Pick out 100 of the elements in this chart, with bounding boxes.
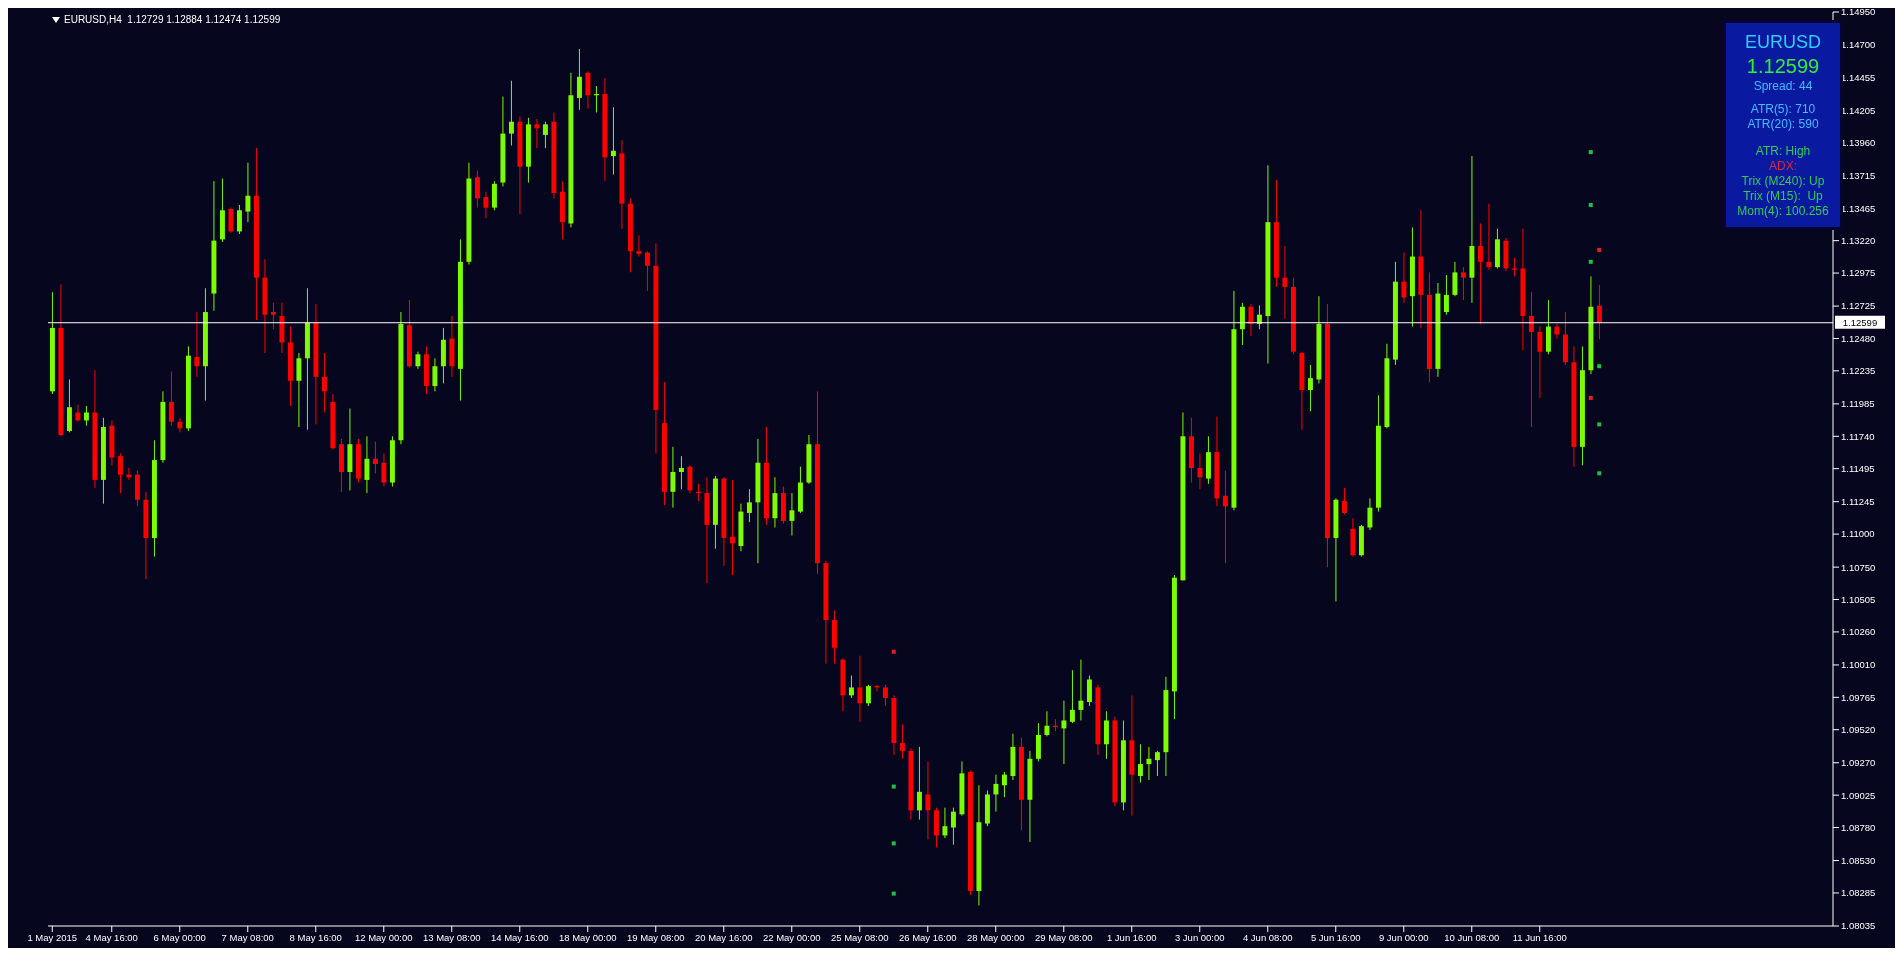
y-tick-label: 1.10505	[1841, 593, 1876, 605]
candlestick	[1239, 302, 1245, 346]
candlestick	[1086, 675, 1092, 707]
candlestick	[670, 446, 676, 509]
candlestick	[432, 357, 438, 392]
y-tick-label: 1.13960	[1841, 137, 1876, 149]
candlestick	[1061, 700, 1067, 765]
candlestick	[746, 488, 752, 523]
candlestick	[1146, 746, 1152, 781]
candlestick	[942, 807, 948, 839]
candlestick	[534, 118, 540, 149]
point	[1588, 202, 1593, 207]
y-tick-label: 1.09025	[1841, 789, 1876, 801]
candlestick	[177, 417, 183, 433]
candlestick	[483, 191, 489, 219]
candlestick	[848, 675, 854, 699]
y-tick-label: 1.09520	[1841, 724, 1876, 736]
candlestick	[296, 352, 302, 428]
x-tick-label: 13 May 08:00	[422, 931, 481, 943]
y-tick-label: 1.12975	[1841, 267, 1876, 279]
candlestick	[1596, 284, 1602, 340]
candlestick	[644, 250, 650, 292]
y-tick-label: 1.12480	[1841, 332, 1876, 344]
x-tick-label: 11 Jun 16:00	[1512, 931, 1567, 943]
x-tick-label: 26 May 16:00	[898, 931, 957, 943]
candlestick	[687, 464, 693, 494]
point	[1588, 395, 1593, 400]
candlestick	[857, 655, 863, 723]
candlestick	[1307, 364, 1313, 412]
x-tick-label: 9 Jun 00:00	[1378, 931, 1429, 943]
x-tick-label: 3 Jun 00:00	[1174, 931, 1225, 943]
candlestick	[364, 435, 370, 494]
point	[1597, 247, 1602, 252]
candlestick	[1401, 252, 1407, 304]
candlestick	[1528, 291, 1534, 428]
candlestick	[321, 352, 327, 413]
y-tick-label: 1.11000	[1841, 528, 1875, 540]
candlestick	[1137, 743, 1143, 784]
candlestick	[1477, 222, 1483, 325]
x-tick-label: 1 Jun 16:00	[1106, 931, 1157, 943]
y-tick-label: 1.12235	[1841, 365, 1876, 377]
y-tick-label: 1.13715	[1841, 169, 1876, 181]
annotation: 1.12599	[1745, 53, 1821, 79]
y-tick-label: 1.09765	[1841, 691, 1876, 703]
point	[1588, 259, 1593, 264]
candlestick	[245, 162, 251, 223]
candlestick	[228, 207, 234, 234]
x-tick-label: 6 May 00:00	[153, 931, 206, 943]
candlestick	[1154, 750, 1160, 777]
candlestick	[491, 180, 497, 211]
point	[1597, 364, 1602, 369]
y-tick-label: 1.14205	[1841, 104, 1876, 116]
annotation: EURUSD	[1744, 31, 1822, 54]
x-tick-label: 1 May 2015	[27, 931, 78, 943]
annotation: Spread: 44	[1752, 78, 1814, 94]
candlestick	[950, 807, 956, 846]
candlestick	[1460, 266, 1466, 301]
x-tick-label: 22 May 00:00	[762, 931, 821, 943]
y-tick-label: 1.11985	[1841, 398, 1875, 410]
y-tick-label: 1.11495	[1841, 463, 1875, 475]
candlestick	[381, 452, 387, 488]
candlestick	[576, 48, 582, 111]
candlestick	[1537, 326, 1543, 399]
y-tick-label: 1.14455	[1841, 71, 1876, 83]
x-tick-label: 25 May 08:00	[830, 931, 889, 943]
candlestick	[899, 723, 905, 760]
y-tick-label: 1.13220	[1841, 235, 1876, 247]
candlestick	[372, 441, 378, 474]
candlestick	[1511, 257, 1517, 277]
x-tick-label: 12 May 00:00	[354, 931, 413, 943]
point	[1588, 150, 1593, 155]
x-tick-label: 7 May 08:00	[221, 931, 274, 943]
candlestick	[194, 311, 200, 378]
candlestick	[270, 302, 276, 330]
x-tick-label: 28 May 00:00	[966, 931, 1025, 943]
candlestick	[993, 774, 999, 813]
chart-title: EURUSD,H4 1.12729 1.12884 1.12474 1.12599	[64, 14, 281, 25]
point	[891, 649, 896, 654]
annotation: Mom(4): 100.256	[1736, 203, 1830, 219]
point	[1597, 471, 1602, 476]
point	[1597, 422, 1602, 427]
candlestick	[75, 404, 81, 423]
candlestick	[882, 684, 888, 707]
y-tick-label: 1.08780	[1841, 821, 1876, 833]
y-tick-label: 1.08035	[1841, 920, 1876, 932]
x-tick-label: 4 May 16:00	[85, 931, 138, 943]
candlestick	[1001, 771, 1007, 798]
candlestick	[925, 760, 931, 840]
candlestick	[1035, 722, 1041, 762]
annotation: Trix (M240): Up	[1740, 173, 1826, 189]
candlestick	[83, 405, 89, 427]
point	[891, 841, 896, 846]
x-tick-label: 8 May 16:00	[289, 931, 342, 943]
candlestick	[865, 684, 871, 707]
y-tick-label: 1.10260	[1841, 626, 1876, 638]
candlestick	[636, 234, 642, 258]
x-tick-label: 10 Jun 08:00	[1444, 931, 1500, 943]
y-tick-label: 1.08285	[1841, 887, 1876, 899]
candlestick	[168, 371, 174, 427]
y-tick-label: 1.11245	[1841, 496, 1875, 508]
